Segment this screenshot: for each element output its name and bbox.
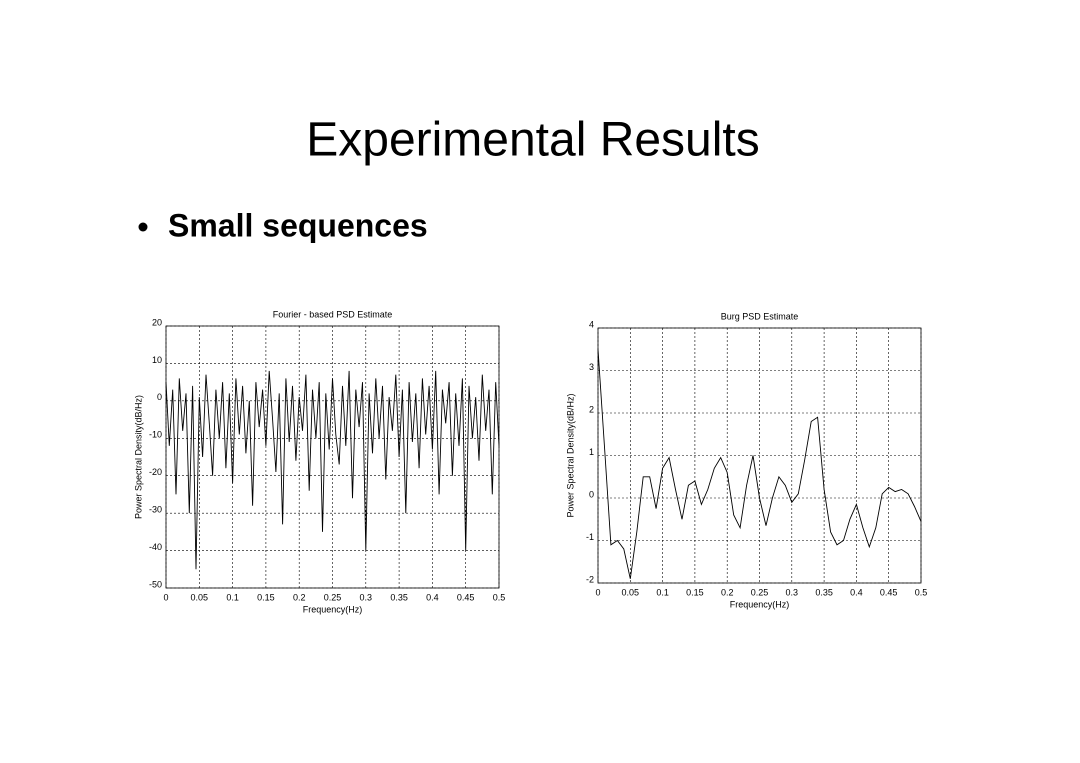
x-tick-label: 0.4 (426, 592, 439, 602)
y-tick-label: 10 (152, 355, 162, 365)
bullet-text: Small sequences (168, 207, 428, 243)
y-tick-label: -20 (149, 467, 162, 477)
x-tick-label: 0.35 (390, 592, 408, 602)
x-tick-label: 0.45 (880, 587, 898, 597)
x-tick-label: 0.05 (622, 587, 640, 597)
y-tick-label: 4 (589, 319, 594, 329)
plot-frame (165, 325, 500, 589)
x-tick-label: 0.2 (721, 587, 734, 597)
y-tick-label: -40 (149, 542, 162, 552)
x-tick-label: 0.1 (226, 592, 239, 602)
y-tick-label: -10 (149, 430, 162, 440)
x-tick-label: 0.3 (786, 587, 799, 597)
y-axis-label: Power Spectral Density(dB/Hz) (565, 393, 575, 517)
x-axis-label: Frequency(Hz) (303, 604, 363, 614)
x-tick-label: 0.35 (815, 587, 833, 597)
psd-line (597, 349, 922, 579)
chart-title: Fourier - based PSD Estimate (273, 309, 393, 319)
y-tick-label: -1 (586, 532, 594, 542)
x-tick-label: 0.25 (324, 592, 342, 602)
x-tick-label: 0.25 (751, 587, 769, 597)
x-axis-label: Frequency(Hz) (730, 599, 790, 609)
y-tick-label: 3 (589, 362, 594, 372)
y-tick-label: -2 (586, 574, 594, 584)
x-tick-label: 0.5 (915, 587, 928, 597)
x-tick-label: 0.3 (360, 592, 373, 602)
x-tick-label: 0.05 (191, 592, 209, 602)
x-tick-label: 0.15 (686, 587, 704, 597)
y-tick-label: 1 (589, 447, 594, 457)
chart-title: Burg PSD Estimate (721, 311, 799, 321)
y-tick-label: 2 (589, 404, 594, 414)
x-tick-label: 0.45 (457, 592, 475, 602)
x-tick-label: 0.1 (656, 587, 669, 597)
y-axis-label: Power Spectral Density(dB/Hz) (133, 395, 143, 519)
y-tick-label: 0 (589, 489, 594, 499)
plot-area (166, 326, 499, 588)
x-tick-label: 0.2 (293, 592, 306, 602)
plot-frame (597, 327, 922, 584)
slide-title: Experimental Results (306, 114, 760, 167)
y-tick-label: 0 (157, 392, 162, 402)
x-tick-label: 0.5 (493, 592, 506, 602)
x-tick-label: 0 (163, 592, 168, 602)
x-tick-label: 0.15 (257, 592, 275, 602)
x-tick-label: 0 (595, 587, 600, 597)
psd-line (165, 370, 500, 570)
y-tick-label: 20 (152, 317, 162, 327)
x-tick-label: 0.4 (850, 587, 863, 597)
bullet-dot (138, 222, 148, 232)
y-tick-label: -30 (149, 505, 162, 515)
y-tick-label: -50 (149, 579, 162, 589)
